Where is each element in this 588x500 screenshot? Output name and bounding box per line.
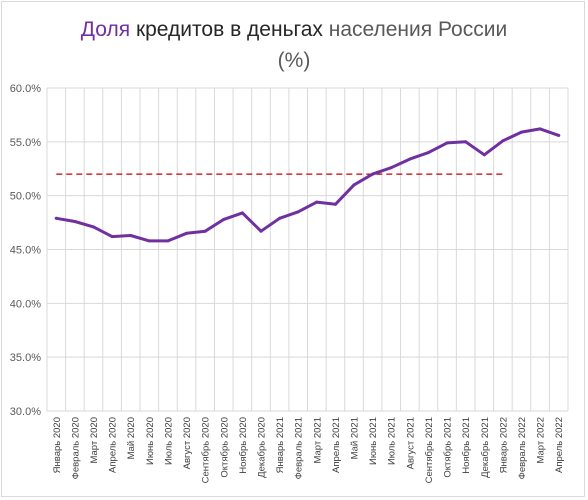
data-point (426, 151, 430, 155)
x-tick-label: Май 2021 (350, 417, 361, 459)
data-point (501, 139, 505, 143)
data-point (389, 166, 393, 170)
x-tick-label: Июль 2020 (163, 417, 174, 465)
x-tick-label: Апрель 2022 (554, 417, 565, 473)
data-point (92, 225, 96, 229)
y-tick-label: 30.0% (10, 406, 41, 418)
x-tick-label: Февраль 2020 (70, 417, 81, 479)
data-point (538, 127, 542, 131)
x-tick-label: Декабрь 2020 (256, 417, 267, 478)
y-tick-label: 45.0% (10, 245, 41, 257)
x-tick-label: Июнь 2020 (145, 417, 156, 465)
data-point (296, 210, 300, 214)
data-point (371, 172, 375, 176)
x-tick-label: Август 2020 (182, 417, 193, 469)
chart-title-line-2: (%) (277, 49, 311, 72)
data-point (185, 231, 189, 235)
data-point (464, 140, 468, 144)
x-tick-label: Октябрь 2020 (219, 417, 230, 478)
x-tick-label: Ноябрь 2021 (461, 417, 472, 474)
data-point (129, 234, 133, 238)
data-point (408, 157, 412, 161)
data-point (482, 153, 486, 157)
x-tick-label: Июль 2021 (387, 417, 398, 465)
y-tick-label: 55.0% (10, 137, 41, 149)
x-tick-label: Апрель 2020 (108, 417, 119, 473)
x-tick-label: Январь 2020 (52, 417, 63, 473)
data-point (110, 235, 114, 239)
title-part-main: кредитов в деньгах (130, 18, 323, 41)
title-part-highlight: Доля (80, 18, 131, 41)
data-point (203, 229, 207, 233)
data-point (147, 239, 151, 243)
data-point (278, 216, 282, 220)
x-tick-label: Январь 2021 (275, 417, 286, 473)
x-tick-label: Февраль 2022 (517, 417, 528, 479)
x-tick-label: Октябрь 2021 (443, 417, 454, 478)
x-tick-label: Апрель 2021 (331, 417, 342, 473)
series-line (54, 127, 561, 243)
y-tick-label: 50.0% (10, 191, 41, 203)
data-point (315, 200, 319, 204)
x-tick-label: Декабрь 2021 (480, 417, 491, 478)
x-tick-label: Август 2021 (405, 417, 416, 469)
y-tick-label: 60.0% (10, 83, 41, 95)
x-tick-label: Июнь 2021 (368, 417, 379, 465)
data-point (259, 229, 263, 233)
x-tick-label: Март 2020 (89, 417, 100, 464)
data-point (557, 133, 561, 137)
data-point (222, 217, 226, 221)
chart-title: Доля кредитов в деньгах населения России… (0, 14, 588, 76)
data-point (73, 220, 77, 224)
x-tick-label: Сентябрь 2021 (424, 417, 435, 483)
data-point (240, 211, 244, 215)
x-tick-label: Май 2020 (126, 417, 137, 459)
chart-title-line-1: Доля кредитов в деньгах населения России (0, 14, 588, 45)
x-tick-label: Январь 2022 (498, 417, 509, 473)
title-part-suffix: населения России (322, 18, 508, 41)
x-tick-label: Ноябрь 2020 (238, 417, 249, 474)
data-point (445, 141, 449, 145)
data-point (166, 239, 170, 243)
data-point (54, 216, 58, 220)
y-tick-label: 35.0% (10, 352, 41, 364)
data-point (333, 202, 337, 206)
x-tick-label: Февраль 2021 (294, 417, 305, 479)
y-tick-label: 40.0% (10, 298, 41, 310)
data-point (352, 183, 356, 187)
data-point (519, 130, 523, 134)
x-tick-label: Март 2022 (536, 417, 547, 464)
x-tick-label: Март 2021 (312, 417, 323, 464)
x-tick-label: Сентябрь 2020 (201, 417, 212, 483)
